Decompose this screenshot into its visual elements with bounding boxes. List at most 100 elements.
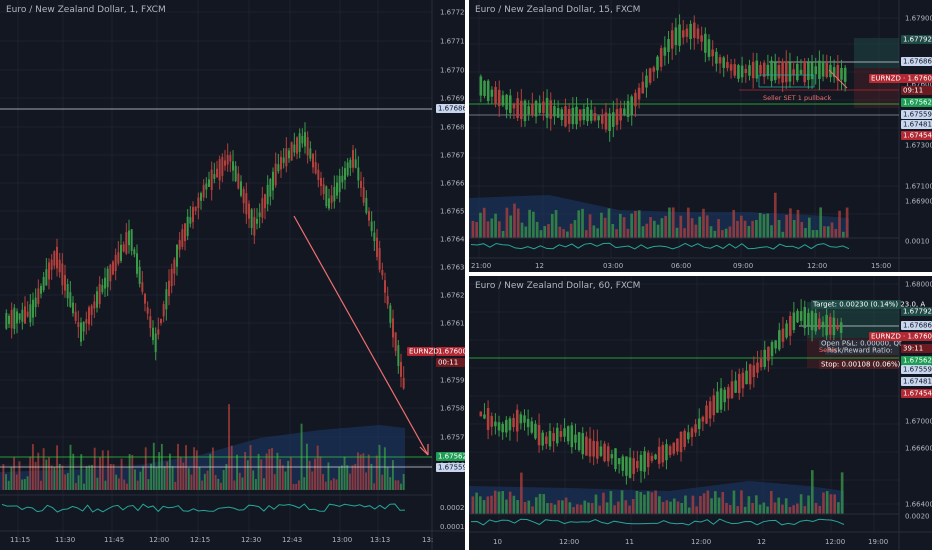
candle-body: [370, 221, 373, 232]
candle-body: [229, 155, 232, 162]
volume-bar: [34, 461, 37, 490]
trend-arrow-head: [419, 444, 429, 456]
candle-body: [479, 76, 483, 96]
candle-body: [90, 305, 93, 315]
volume-bar: [493, 490, 497, 514]
price-axis-tag: 1.67559: [903, 111, 932, 119]
candle-body: [748, 65, 751, 76]
candle-body: [774, 340, 777, 349]
volume-bar: [107, 450, 110, 490]
volume-bar: [788, 506, 792, 514]
volume-bar: [710, 498, 713, 514]
volume-bar: [547, 224, 550, 238]
volume-bar: [799, 494, 803, 514]
candle-body: [486, 407, 490, 430]
volume-bar: [615, 229, 618, 238]
candle-body: [258, 212, 261, 217]
candle-body: [570, 425, 574, 448]
chart-pane-15m[interactable]: Seller SET 1 pullback 1.67900 1.67792 1.676…: [469, 0, 932, 272]
volume-bar: [660, 218, 664, 238]
price-axis-label: 1.66900: [905, 198, 932, 206]
candle-body: [508, 418, 512, 431]
candle-body: [567, 109, 571, 124]
candle-body: [778, 330, 781, 350]
candle-body: [520, 100, 523, 120]
candle-body: [120, 244, 122, 261]
candle-body: [21, 309, 24, 322]
volume-bar: [709, 226, 713, 238]
volume-bar: [508, 491, 512, 514]
candle-body: [93, 301, 96, 309]
volume-bar: [665, 500, 669, 514]
candle-body: [512, 103, 516, 109]
candle-body: [541, 432, 544, 446]
candle-body: [614, 448, 617, 470]
candle-body: [34, 297, 37, 308]
candle-body: [237, 173, 240, 189]
chart-pane-1m[interactable]: 1.67720 1.67710 1.67700 1.67690 1.67680 1.676…: [0, 0, 465, 550]
chart-pane-60m[interactable]: Target: 0.00230 (0.14%) 23.0, A Open P&L:…: [469, 276, 932, 550]
candle-body: [553, 106, 556, 117]
volume-bar: [631, 499, 635, 514]
price-axis-tag-bg: [901, 57, 932, 66]
volume-bar: [550, 213, 554, 238]
candle-body: [667, 39, 670, 52]
trend-arrow: [293, 215, 429, 456]
volume-bar: [721, 230, 724, 238]
candle-body: [636, 460, 639, 469]
candle-body: [548, 430, 552, 447]
volume-bar: [792, 505, 795, 514]
candle-body: [527, 106, 530, 115]
candle-body: [245, 193, 248, 215]
volume-bar: [244, 451, 247, 490]
chart-canvas-60m[interactable]: Target: 0.00230 (0.14%) 23.0, A Open P&L:…: [469, 276, 932, 550]
volume-bar: [699, 496, 702, 514]
candle-body: [494, 86, 497, 105]
candle-body: [586, 106, 589, 122]
price-axis-label: 1.67640: [440, 236, 465, 244]
candle-body: [796, 310, 799, 323]
volume-bar: [523, 502, 527, 514]
price-tag-green: 1.67562: [903, 99, 932, 107]
volume-bar: [174, 481, 177, 490]
pane-divider-vertical[interactable]: [465, 0, 469, 550]
candle-body: [264, 194, 266, 209]
volume-bar: [822, 492, 825, 514]
volume-bar: [549, 503, 553, 514]
volume-bar: [807, 217, 811, 238]
volume-bar: [800, 222, 804, 238]
volume-bar: [5, 474, 7, 490]
volume-bar: [796, 209, 800, 238]
candle-body: [621, 456, 625, 471]
candle-body: [112, 261, 114, 275]
volume-bar: [534, 497, 538, 514]
volume-bar: [755, 495, 758, 514]
volume-bar: [807, 495, 810, 514]
price-tag-green-bg: [901, 356, 932, 365]
volume-bar: [166, 461, 169, 490]
candle-body: [138, 266, 141, 284]
volume-bar: [139, 471, 142, 490]
candle-body: [656, 56, 659, 71]
volume-bar: [91, 465, 93, 490]
stop-label: Stop: 0.00108 (0.06%) 10.8: [821, 361, 918, 369]
volume-bar: [743, 506, 747, 514]
price-axis-tag-bg: [901, 110, 932, 119]
volume-bar: [557, 500, 560, 514]
volume-bar: [265, 453, 268, 490]
chart-canvas-1m[interactable]: 1.67720 1.67710 1.67700 1.67690 1.67680 1.676…: [0, 0, 465, 550]
candle-body: [796, 63, 799, 81]
volume-bar: [155, 467, 158, 490]
volume-bar: [535, 221, 539, 238]
chart-canvas-15m[interactable]: Seller SET 1 pullback 1.67900 1.67792 1.676…: [469, 0, 932, 272]
candle-body: [109, 264, 112, 282]
volume-bar: [826, 226, 830, 238]
price-tag-countdown: 09:11: [903, 87, 923, 95]
candle-body: [637, 87, 641, 100]
time-axis-label: 13:00: [332, 536, 352, 544]
candle-body: [596, 441, 599, 459]
volume-bar: [279, 459, 282, 490]
candle-body: [56, 246, 58, 269]
price-tag-symbol-bg: [407, 347, 435, 356]
pane-divider-horizontal[interactable]: [469, 272, 932, 276]
